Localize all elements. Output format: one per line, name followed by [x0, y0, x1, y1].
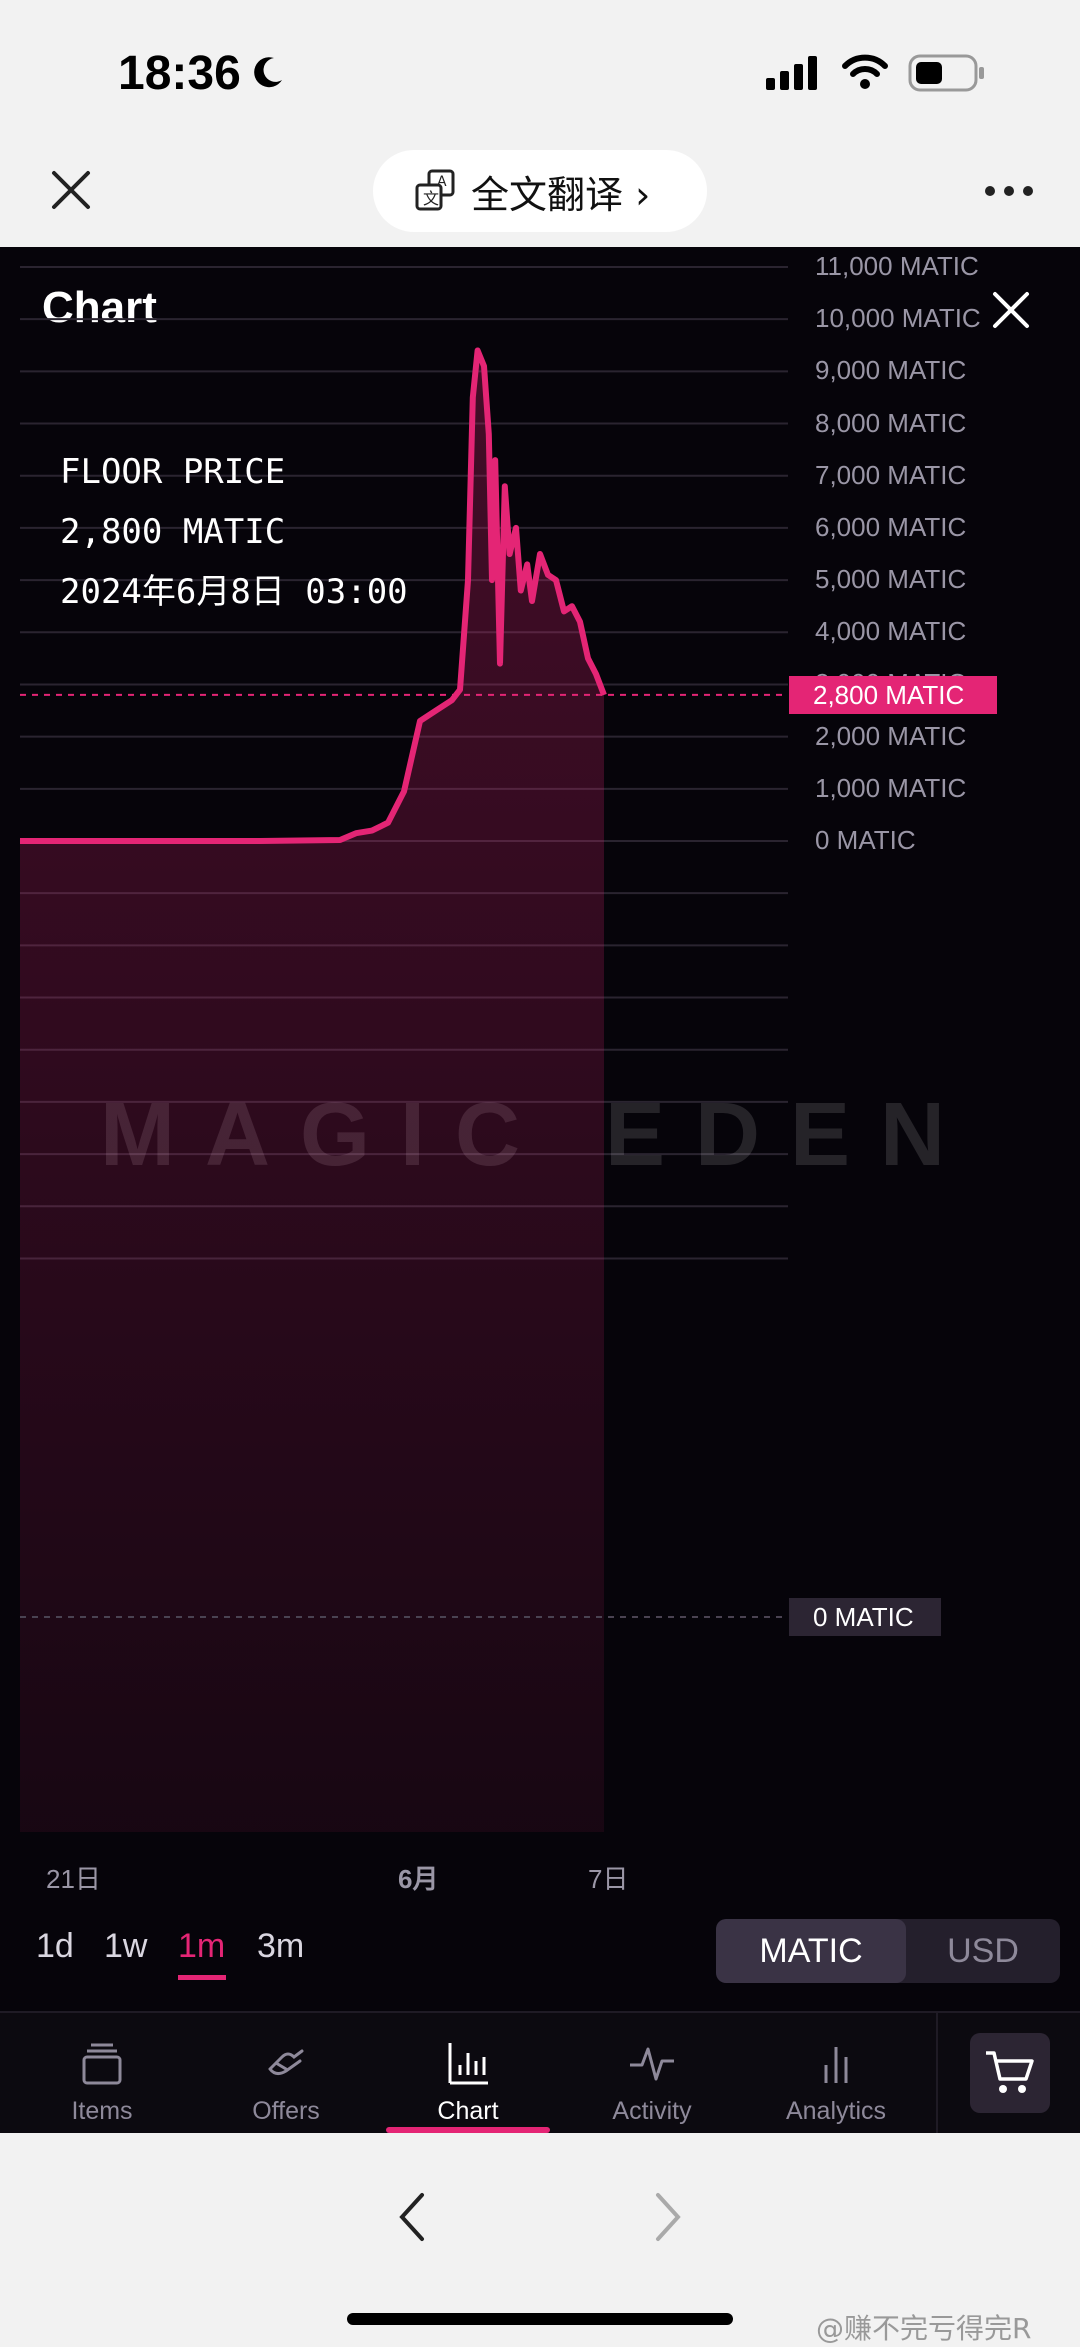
- area-fill: [20, 350, 604, 1832]
- tooltip-value: 2,800 MATIC: [60, 512, 286, 552]
- y-tick-label: 10,000 MATIC: [815, 303, 981, 334]
- tab-chart[interactable]: Chart: [376, 2013, 560, 2135]
- x-tick-label: 6月: [398, 1864, 439, 1894]
- tab-label: Activity: [612, 2097, 692, 2125]
- close-chart-icon[interactable]: [992, 291, 1030, 329]
- currency-toggle: MATIC USD: [716, 1919, 1060, 1983]
- tab-label: Analytics: [785, 2097, 887, 2125]
- home-indicator: [347, 2313, 733, 2325]
- offers-icon: [268, 2049, 304, 2076]
- current-price-badge: 2,800 MATIC: [789, 675, 997, 714]
- tab-items[interactable]: Items: [10, 2013, 194, 2135]
- chart-icon: [448, 2043, 488, 2085]
- tab-analytics[interactable]: Analytics: [744, 2013, 928, 2135]
- range-1w[interactable]: 1w: [104, 1927, 148, 1965]
- range-1m[interactable]: 1m: [178, 1927, 226, 1965]
- tab-label: Offers: [252, 2097, 320, 2125]
- y-tick-label: 9,000 MATIC: [815, 355, 967, 386]
- tab-active-indicator: [386, 2127, 550, 2133]
- range-active-indicator: [178, 1975, 226, 1980]
- y-tick-label: 1,000 MATIC: [815, 772, 967, 803]
- page-title: Chart: [42, 283, 157, 332]
- analytics-icon: [824, 2047, 848, 2083]
- y-tick-label: 11,000 MATIC: [815, 251, 979, 281]
- zero-badge: 0 MATIC: [789, 1598, 941, 1636]
- svg-text:A: A: [437, 174, 447, 190]
- y-tick-label: 4,000 MATIC: [815, 616, 967, 647]
- translate-label: 全文翻译 ›: [471, 172, 651, 217]
- price-line: [20, 347, 607, 844]
- chart-tooltip: FLOOR PRICE 2,800 MATIC 2024年6月8日 03:00: [60, 442, 408, 622]
- svg-text:文: 文: [423, 189, 439, 208]
- items-icon: [82, 2043, 122, 2085]
- status-bar: 18:36: [0, 0, 1080, 145]
- y-tick-label: 2,000 MATIC: [815, 720, 967, 751]
- signal-icon: [766, 56, 817, 90]
- tooltip-datetime: 2024年6月8日 03:00: [60, 572, 408, 612]
- range-3m[interactable]: 3m: [257, 1927, 305, 1965]
- y-tick-label: 6,000 MATIC: [815, 511, 967, 542]
- x-tick-label: 21日: [46, 1864, 101, 1894]
- source-watermark: @赚不完亏得完R: [816, 2312, 1032, 2345]
- x-tick-label: 7日: [588, 1864, 629, 1894]
- tab-activity[interactable]: Activity: [560, 2013, 744, 2135]
- browser-bottom-bar: @赚不完亏得完R: [0, 2133, 1080, 2345]
- currency-usd[interactable]: USD: [947, 1932, 1019, 1970]
- y-tick-label: 7,000 MATIC: [815, 459, 967, 490]
- floor-price-chart[interactable]: MAGIC EDEN: [0, 247, 1080, 1887]
- battery-icon: [908, 54, 984, 92]
- status-time: 18:36: [118, 47, 241, 100]
- activity-icon: [630, 2047, 674, 2081]
- close-icon[interactable]: [50, 169, 92, 211]
- translate-icon: 文 A: [415, 169, 455, 211]
- tab-divider: [936, 2011, 938, 2133]
- cart-button[interactable]: [970, 2033, 1050, 2113]
- translate-button[interactable]: 文 A 全文翻译 ›: [373, 150, 707, 232]
- browser-top-bar: 文 A 全文翻译 ›: [0, 145, 1080, 247]
- moon-icon: [254, 57, 282, 88]
- cart-icon: [986, 2051, 1034, 2093]
- y-tick-label: 5,000 MATIC: [815, 564, 967, 595]
- bottom-tab-bar: Items Offers Chart Activity: [0, 2011, 1080, 2133]
- tab-offers[interactable]: Offers: [194, 2013, 378, 2135]
- back-icon[interactable]: [396, 2191, 428, 2243]
- tab-label: Chart: [437, 2097, 499, 2125]
- wifi-icon: [842, 54, 888, 89]
- chart-panel: Chart MAGIC EDEN FLOOR PRICE 2,800 MATIC…: [0, 247, 1080, 2133]
- tab-label: Items: [71, 2097, 133, 2125]
- range-1d[interactable]: 1d: [36, 1927, 74, 1965]
- y-tick-label: 0 MATIC: [815, 825, 916, 855]
- tooltip-metric: FLOOR PRICE: [60, 452, 286, 492]
- currency-matic[interactable]: MATIC: [716, 1919, 906, 1983]
- forward-icon[interactable]: [652, 2191, 684, 2243]
- more-icon[interactable]: [984, 185, 1034, 197]
- y-tick-label: 8,000 MATIC: [815, 407, 967, 438]
